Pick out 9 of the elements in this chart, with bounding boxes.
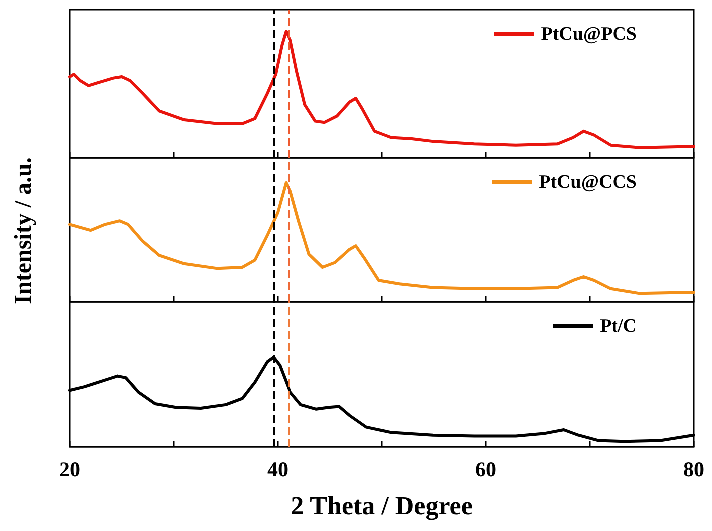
x-tick-label: 20 <box>60 458 80 482</box>
x-tick-label: 80 <box>684 458 704 482</box>
x-axis-title: 2 Theta / Degree <box>291 492 473 520</box>
x-tick-label: 40 <box>268 458 288 482</box>
x-tick-label: 60 <box>476 458 496 482</box>
legend-label: PtCu@PCS <box>541 24 638 45</box>
y-axis-title: Intensity / a.u. <box>11 158 37 304</box>
legend-label: PtCu@CCS <box>539 172 637 193</box>
legend-label: Pt/C <box>600 316 638 337</box>
